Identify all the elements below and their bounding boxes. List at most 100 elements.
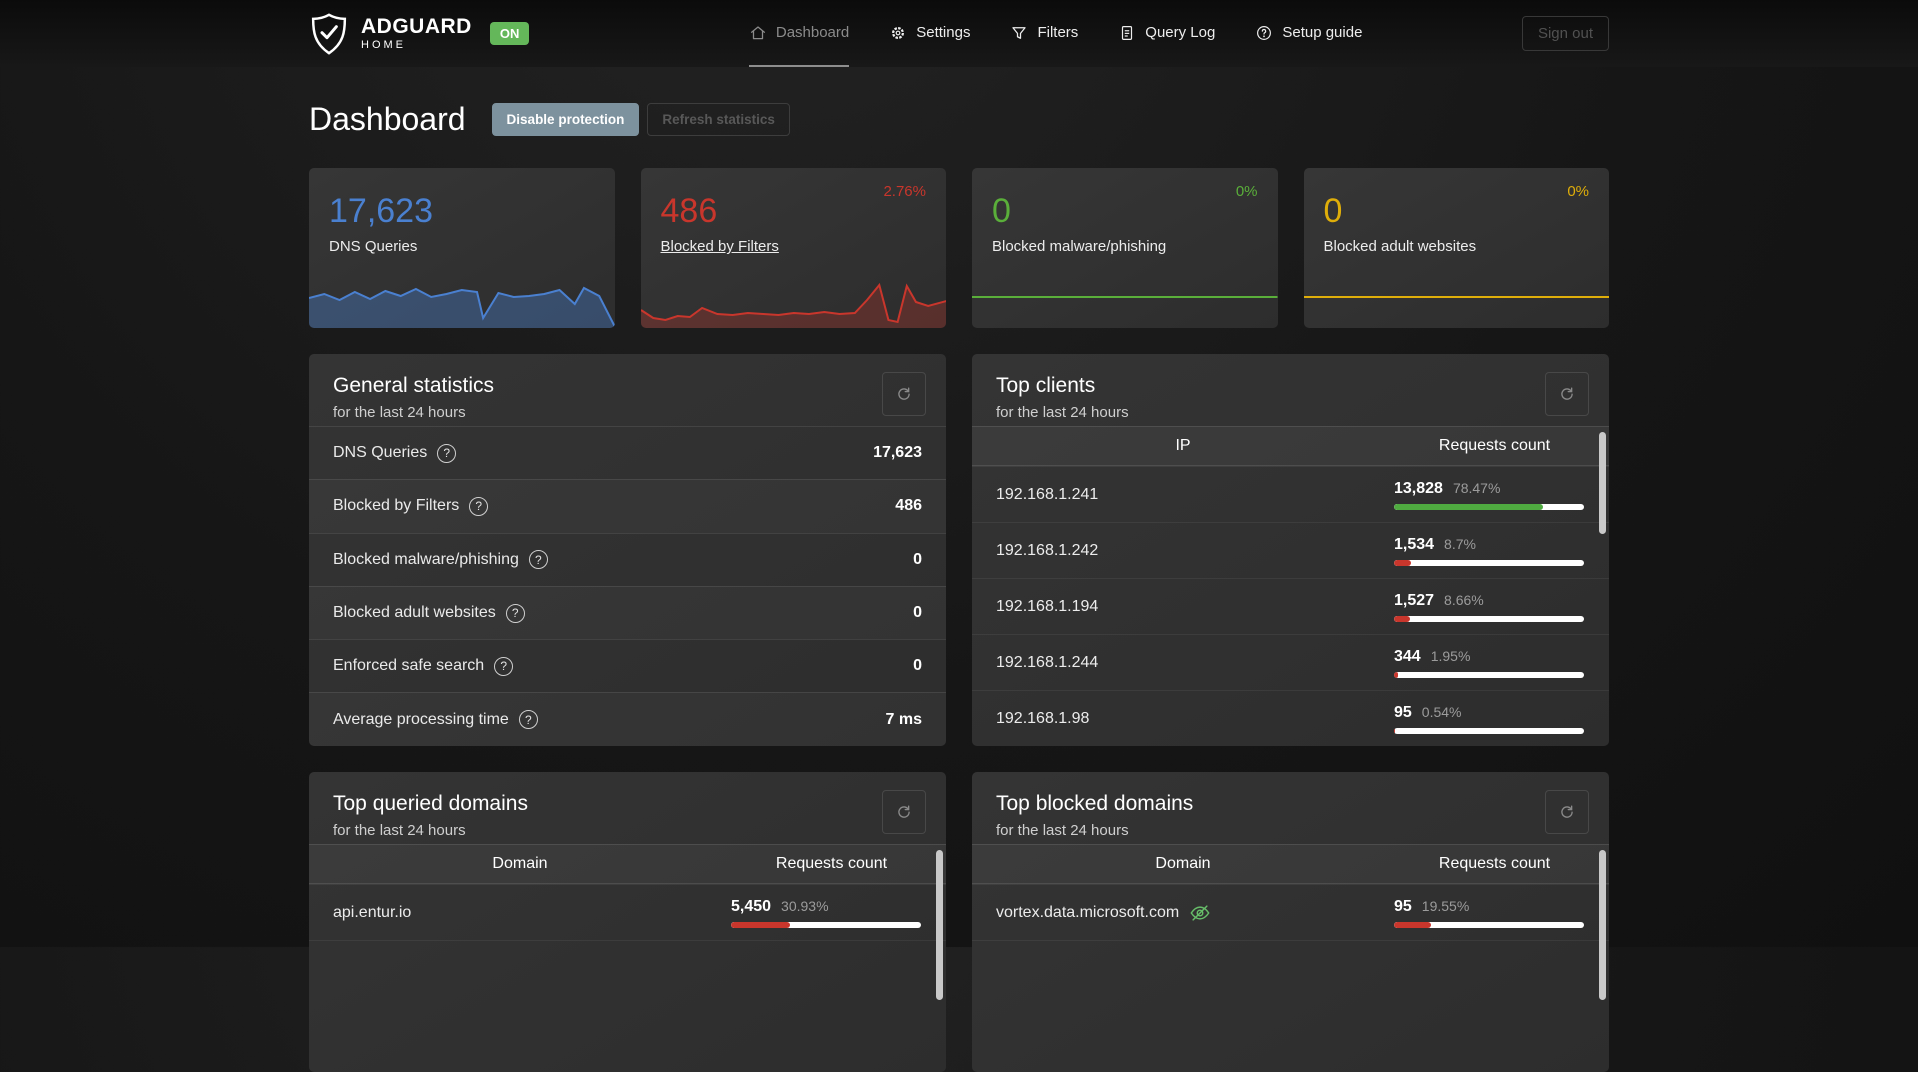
blocked-by-filters-value: 486 — [660, 192, 718, 230]
nav-item-dashboard[interactable]: Dashboard — [748, 0, 850, 67]
panel-subtitle: for the last 24 hours — [333, 404, 466, 421]
stat-row: Blocked malware/phishing ? 0 — [309, 532, 946, 586]
refresh-icon — [1561, 805, 1573, 818]
adguard-home-brand[interactable]: ADGUARD HOME ON — [309, 12, 530, 56]
nav-item-settings[interactable]: Settings — [889, 0, 970, 67]
requests-bar — [1394, 615, 1584, 622]
card-percent: 0% — [1567, 183, 1589, 200]
help-question-icon[interactable]: ? — [518, 710, 538, 730]
panel-scrollbar[interactable] — [936, 850, 943, 1000]
table-row: api.entur.io 5,450 30.93% — [309, 884, 946, 940]
client-ip[interactable]: 192.168.1.244 — [996, 653, 1099, 671]
eye-off-icon — [1190, 904, 1210, 921]
panel-title: General statistics — [333, 374, 495, 397]
refresh-icon — [898, 805, 910, 818]
stat-row: Enforced safe search ? 0 — [309, 639, 946, 692]
requests-bar — [731, 921, 921, 928]
table-row: 192.168.1.194 1,527 8.66% — [972, 578, 1609, 634]
refresh-icon — [1561, 387, 1573, 400]
blocked-adult-value: 0 — [1323, 192, 1343, 230]
nav-item-setup-guide[interactable]: Setup guide — [1255, 0, 1362, 67]
page-title: Dashboard — [309, 101, 466, 137]
blocked-malware-sparkline-chart — [972, 280, 1278, 328]
help-question-icon[interactable]: ? — [494, 656, 514, 676]
table-row-partial — [309, 940, 946, 996]
top-queried-domains-panel: Top queried domains for the last 24 hour… — [309, 772, 946, 1072]
refresh-panel-button[interactable] — [882, 372, 926, 416]
panel-title: Top clients — [996, 374, 1096, 397]
stat-row: DNS Queries ? 17,623 — [309, 426, 946, 479]
help-question-icon[interactable]: ? — [469, 496, 489, 516]
blocked-by-filters-card: 2.76% 486 Blocked by Filters — [640, 168, 946, 328]
disable-protection-button[interactable]: Disable protection — [491, 103, 640, 136]
blocked-malware-card: 0% 0 Blocked malware/phishing — [972, 168, 1278, 328]
refresh-icon — [898, 387, 910, 400]
stat-row: Blocked adult websites ? 0 — [309, 585, 946, 639]
client-ip[interactable]: 192.168.1.242 — [996, 541, 1099, 559]
requests-bar — [1394, 727, 1584, 734]
home-icon — [750, 25, 765, 39]
panel-title: Top blocked domains — [996, 792, 1194, 815]
blocked-domain[interactable]: vortex.data.microsoft.com — [972, 902, 1394, 924]
card-percent: 2.76% — [883, 183, 926, 200]
blocked-adult-label: Blocked adult websites — [1323, 238, 1477, 256]
adguard-shield-logo-icon — [311, 12, 347, 55]
refresh-panel-button[interactable] — [882, 790, 926, 834]
table-row-partial — [972, 940, 1609, 996]
stat-cards-row: 17,623 DNS Queries 2.76% 486 Blocked by … — [309, 168, 1609, 328]
client-ip[interactable]: 192.168.1.98 — [996, 709, 1090, 727]
help-question-icon[interactable]: ? — [505, 603, 525, 623]
blocked-malware-value: 0 — [992, 192, 1011, 230]
sign-out-button[interactable]: Sign out — [1521, 16, 1609, 51]
help-question-icon[interactable]: ? — [528, 550, 548, 570]
panel-subtitle: for the last 24 hours — [996, 404, 1129, 421]
filter-funnel-icon — [1012, 26, 1027, 39]
table-header: Domain Requests count — [309, 844, 946, 884]
dns-queries-label: DNS Queries — [329, 238, 418, 256]
requests-bar — [1394, 559, 1584, 566]
client-ip[interactable]: 192.168.1.194 — [996, 597, 1099, 615]
table-row: vortex.data.microsoft.com 95 19.55% — [972, 884, 1609, 940]
table-header: Domain Requests count — [972, 844, 1609, 884]
gear-icon — [892, 26, 905, 39]
dashboard-page: Dashboard Disable protection Refresh sta… — [309, 101, 1609, 1072]
navbar: ADGUARD HOME ON Dashboard Settings — [0, 0, 1918, 67]
panel-scrollbar[interactable] — [1599, 850, 1606, 1000]
general-statistics-panel: General statistics for the last 24 hours… — [309, 354, 946, 746]
panel-subtitle: for the last 24 hours — [333, 822, 466, 839]
panel-scrollbar[interactable] — [1599, 432, 1606, 534]
nav-item-query-log[interactable]: Query Log — [1118, 0, 1215, 67]
dns-queries-value: 17,623 — [329, 192, 433, 230]
stat-row: Blocked by Filters ? 486 — [309, 479, 946, 532]
blocked-adult-card: 0% 0 Blocked adult websites — [1303, 168, 1609, 328]
table-row: 192.168.1.244 344 1.95% — [972, 634, 1609, 690]
protection-status-badge: ON — [489, 22, 530, 45]
nav-item-filters[interactable]: Filters — [1010, 0, 1078, 67]
panel-title: Top queried domains — [333, 792, 528, 815]
refresh-statistics-button[interactable]: Refresh statistics — [647, 103, 790, 136]
card-percent: 0% — [1235, 183, 1258, 200]
dns-queries-sparkline-chart — [309, 280, 615, 328]
brand-name: ADGUARD — [361, 15, 472, 38]
table-header: IP Requests count — [972, 426, 1609, 466]
client-ip[interactable]: 192.168.1.241 — [996, 485, 1099, 503]
table-row: 192.168.1.241 13,828 78.47% — [972, 466, 1609, 522]
general-statistics-table: DNS Queries ? 17,623 Blocked by Filters … — [309, 426, 946, 746]
stat-row: Average processing time ? 7 ms — [309, 692, 946, 745]
top-clients-panel: Top clients for the last 24 hours IP Req… — [972, 354, 1609, 746]
help-circle-icon — [1257, 25, 1272, 40]
refresh-panel-button[interactable] — [1545, 372, 1589, 416]
nav-menu: Dashboard Settings Filters — [589, 0, 1522, 67]
top-blocked-domains-panel: Top blocked domains for the last 24 hour… — [972, 772, 1609, 1072]
brand-subtitle: HOME — [361, 39, 406, 51]
blocked-by-filters-link[interactable]: Blocked by Filters — [660, 238, 779, 256]
requests-bar — [1394, 921, 1584, 928]
dns-queries-card: 17,623 DNS Queries — [309, 168, 615, 328]
requests-bar — [1394, 503, 1584, 510]
help-question-icon[interactable]: ? — [437, 443, 457, 463]
queried-domain[interactable]: api.entur.io — [333, 903, 412, 921]
refresh-panel-button[interactable] — [1545, 790, 1589, 834]
table-row: 192.168.1.242 1,534 8.7% — [972, 522, 1609, 578]
table-row: 192.168.1.98 95 0.54% — [972, 690, 1609, 746]
requests-bar — [1394, 671, 1584, 678]
